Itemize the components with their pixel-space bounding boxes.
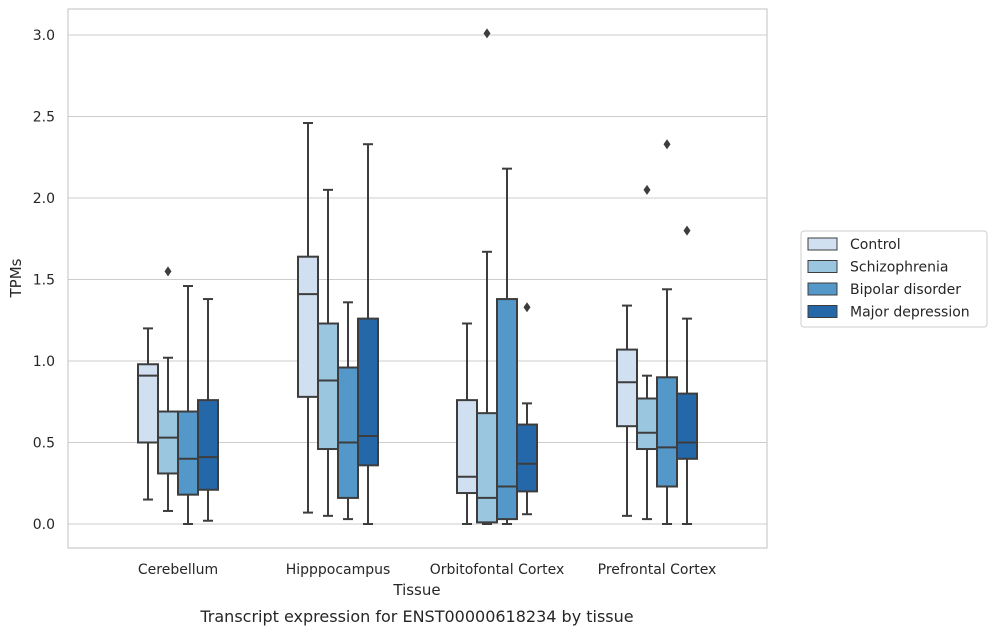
outlier-point <box>164 266 172 277</box>
box-1-1 <box>317 188 339 517</box>
legend-label: Major depression <box>850 305 970 321</box>
box-body <box>496 298 518 521</box>
legend-label: Bipolar disorder <box>850 282 961 298</box>
box-0-3 <box>197 298 219 522</box>
box-3-1 <box>636 184 658 521</box>
box-0-2 <box>177 285 199 525</box>
outlier-point <box>663 139 671 150</box>
box-body <box>177 410 199 496</box>
y-tick-label: 1.0 <box>33 354 55 370</box>
box-3-0 <box>616 304 638 517</box>
box-body <box>456 399 478 495</box>
x-axis-label: Tissue <box>392 581 440 599</box>
x-tick-label: Hipppocampus <box>286 562 391 578</box>
y-tick-label: 3.0 <box>33 28 55 44</box>
legend-swatch <box>807 237 838 251</box>
box-body <box>616 348 638 428</box>
legend-swatch <box>807 282 838 296</box>
legend-item: Major depression <box>807 305 970 321</box>
y-tick-label: 0.0 <box>33 517 55 533</box>
legend-swatch <box>807 305 838 318</box>
box-0-0 <box>137 327 159 501</box>
x-tick-label: Prefrontal Cortex <box>598 562 717 578</box>
box-3-2 <box>656 139 678 525</box>
box-body <box>297 255 319 398</box>
x-tick-label: Cerebellum <box>138 562 218 578</box>
legend: Control Schizophrenia Bipolar disorder Majo… <box>800 230 988 328</box>
box-2-3 <box>516 302 538 516</box>
y-tick-labels: 0.0 0.5 1.0 1.5 2.0 2.5 3.0 <box>33 28 55 533</box>
box-1-3 <box>357 143 379 525</box>
box-body <box>157 410 179 475</box>
box-2-2 <box>496 167 518 525</box>
box-0-1 <box>157 266 179 512</box>
box-1-2 <box>337 301 359 521</box>
box-body <box>476 412 498 524</box>
box-body <box>197 399 219 491</box>
box-3-3 <box>676 225 698 525</box>
outlier-point <box>483 28 491 39</box>
outlier-point <box>643 184 651 195</box>
boxes <box>137 28 698 525</box>
outlier-point <box>523 302 531 313</box>
x-tick-labels: Cerebellum Hipppocampus Orbitofontal Corte… <box>138 562 716 578</box>
legend-item: Control <box>807 237 901 253</box>
box-2-0 <box>456 322 478 525</box>
box-body <box>337 366 359 499</box>
legend-label: Schizophrenia <box>850 260 948 276</box>
box-body <box>516 423 538 493</box>
box-body <box>676 392 698 460</box>
legend-item: Bipolar disorder <box>807 282 961 298</box>
legend-swatch <box>807 260 838 273</box>
y-tick-label: 2.5 <box>33 110 55 126</box>
plot-area-frame <box>67 8 768 549</box>
legend-frame <box>800 230 988 328</box>
box-body <box>656 376 678 488</box>
box-body <box>636 397 658 451</box>
box-2-1 <box>476 28 498 525</box>
y-tick-label: 2.0 <box>33 191 55 207</box>
box-1-0 <box>297 122 319 514</box>
y-tick-label: 1.5 <box>33 273 55 289</box>
y-axis-label: TPMs <box>7 258 25 298</box>
x-tick-label: Orbitofontal Cortex <box>430 562 565 578</box>
y-tick-label: 0.5 <box>33 436 55 452</box>
box-body <box>137 363 159 444</box>
outlier-point <box>683 225 691 236</box>
chart-title: Transcript expression for ENST0000061823… <box>199 607 633 626</box>
legend-item: Schizophrenia <box>807 260 948 276</box>
box-body <box>317 322 339 451</box>
box-body <box>357 317 379 467</box>
legend-label: Control <box>850 237 901 253</box>
